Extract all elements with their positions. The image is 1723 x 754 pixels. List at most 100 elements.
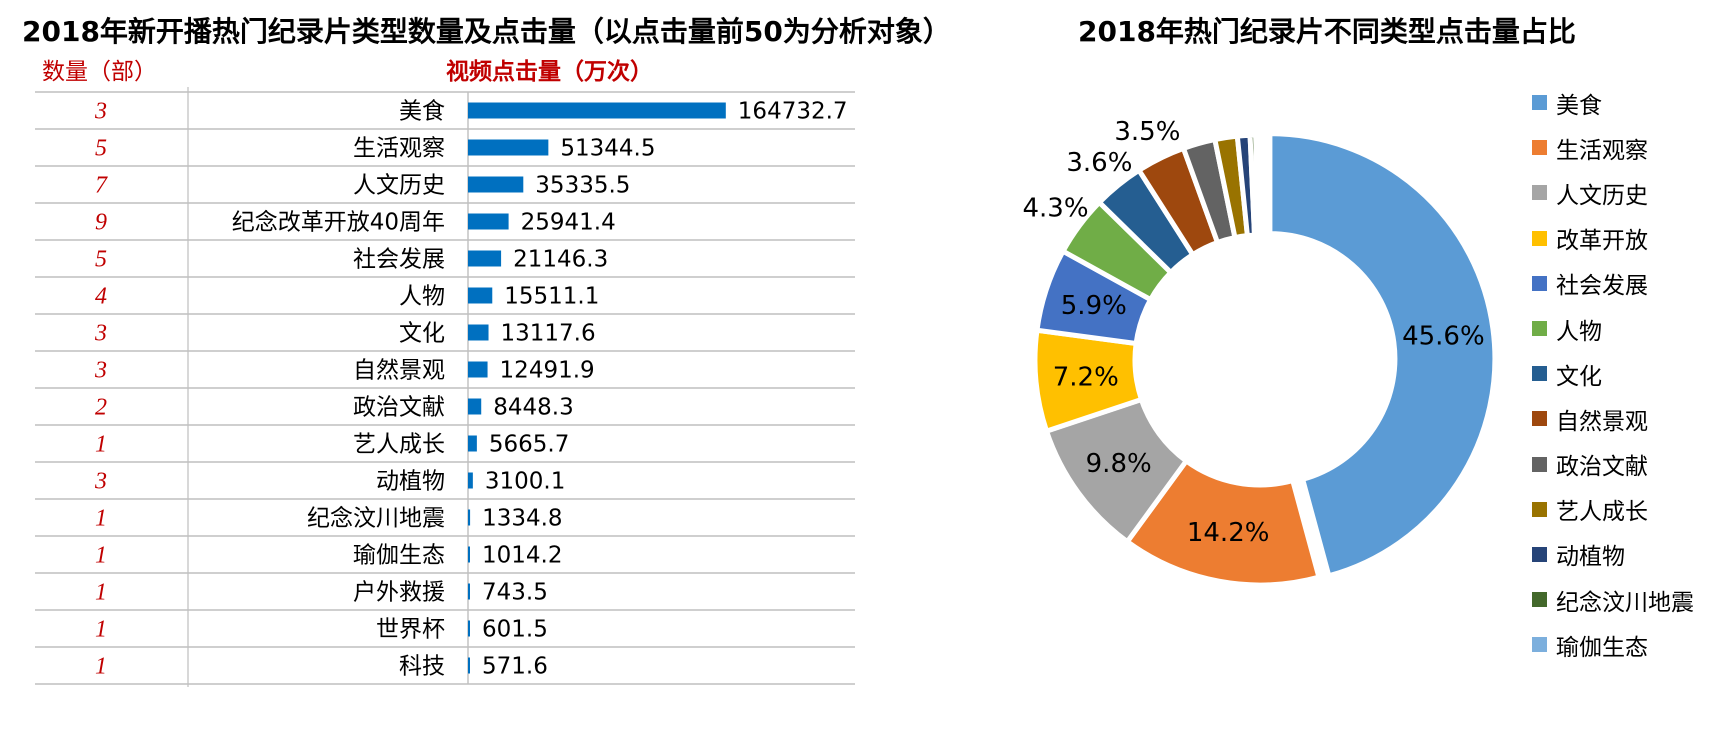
bar (468, 139, 549, 156)
count-cell: 5 (95, 247, 107, 273)
bar (468, 176, 524, 193)
slice-percent-label: 45.6% (1402, 322, 1485, 352)
legend-swatch (1532, 637, 1547, 653)
bar-value-label: 601.5 (482, 617, 548, 643)
bar (468, 361, 488, 378)
legend-label: 政治文献 (1556, 454, 1648, 481)
slice-percent-label: 9.8% (1086, 449, 1152, 479)
legend-item: 动植物 (1532, 532, 1694, 577)
bar (468, 102, 726, 119)
count-cell: 3 (94, 99, 107, 125)
count-cell: 7 (95, 173, 108, 199)
bar (468, 213, 509, 230)
category-label: 纪念改革开放40周年 (232, 210, 445, 236)
category-label: 艺人成长 (353, 432, 445, 458)
bar (468, 509, 471, 526)
count-cell: 9 (95, 210, 107, 236)
count-cell: 1 (95, 506, 107, 532)
count-column-header: 数量（部） (42, 59, 157, 85)
legend-swatch (1532, 501, 1547, 517)
bar-value-label: 13117.6 (501, 321, 596, 347)
count-cell: 1 (95, 654, 107, 680)
legend-item: 人文历史 (1532, 170, 1694, 215)
count-cell: 4 (95, 284, 107, 310)
bar-value-label: 15511.1 (504, 284, 599, 310)
donut-slice (1267, 131, 1498, 579)
legend-swatch (1532, 546, 1547, 562)
legend-item: 纪念汶川地震 (1532, 577, 1694, 622)
bar-value-label: 164732.7 (738, 99, 848, 125)
bar (468, 620, 470, 637)
bar-value-label: 571.6 (482, 654, 548, 680)
count-cell: 1 (95, 617, 107, 643)
bar (468, 657, 470, 674)
legend-swatch (1532, 592, 1547, 608)
legend-label: 艺人成长 (1556, 499, 1648, 526)
category-label: 户外救援 (353, 580, 445, 606)
bar (468, 583, 470, 600)
category-label: 纪念汶川地震 (307, 506, 445, 532)
left-chart-title: 2018年新开播热门纪录片类型数量及点击量（以点击量前50为分析对象） (22, 15, 951, 48)
legend-label: 纪念汶川地震 (1556, 589, 1694, 616)
category-label: 政治文献 (353, 395, 445, 421)
category-label: 自然景观 (353, 358, 445, 384)
category-label: 人物 (399, 284, 445, 310)
bar (468, 546, 470, 563)
right-chart-title: 2018年热门纪录片不同类型点击量占比 (1078, 15, 1576, 48)
count-cell: 3 (94, 358, 107, 384)
bar-chart: 3 美食 164732.7 5 生活观察 51344.5 7 人文历史 35335.5 9 纪念改革… (35, 87, 855, 687)
legend-label: 瑜伽生态 (1556, 634, 1648, 661)
bar (468, 287, 493, 304)
legend-item: 美食 (1532, 80, 1694, 125)
legend-swatch (1532, 366, 1547, 382)
legend-label: 人物 (1556, 318, 1602, 345)
legend-label: 文化 (1556, 363, 1602, 390)
donut-chart: 45.6% 14.2% 9.8% 7.2% 5.9% 4.3% 3.6%3.5% (1022, 117, 1498, 588)
count-cell: 1 (95, 432, 107, 458)
slice-percent-label: 4.3% (1022, 194, 1088, 224)
category-label: 文化 (399, 321, 445, 347)
legend-label: 美食 (1556, 92, 1602, 119)
bar-value-label: 25941.4 (521, 210, 616, 236)
legend-item: 自然景观 (1532, 396, 1694, 441)
count-cell: 1 (95, 580, 107, 606)
category-label: 瑜伽生态 (353, 543, 445, 569)
bar-value-label: 1334.8 (482, 506, 562, 532)
legend-item: 改革开放 (1532, 216, 1694, 261)
legend-swatch (1532, 456, 1547, 472)
category-label: 人文历史 (353, 173, 445, 199)
legend-item: 社会发展 (1532, 261, 1694, 306)
category-label: 社会发展 (353, 247, 445, 273)
bar-value-label: 35335.5 (535, 173, 630, 199)
bar-value-label: 743.5 (482, 580, 548, 606)
slice-percent-label: 5.9% (1061, 291, 1127, 321)
bar (468, 398, 482, 415)
bar-value-label: 1014.2 (482, 543, 562, 569)
legend-label: 社会发展 (1556, 273, 1648, 300)
category-label: 世界杯 (376, 617, 445, 643)
clicks-column-header: 视频点击量（万次） (446, 59, 653, 85)
legend-item: 文化 (1532, 351, 1694, 396)
count-cell: 1 (95, 543, 107, 569)
donut-slice (1253, 132, 1263, 238)
count-cell: 3 (94, 469, 107, 495)
bar-value-label: 51344.5 (560, 136, 655, 162)
legend-label: 动植物 (1556, 544, 1625, 571)
bar-value-label: 8448.3 (493, 395, 573, 421)
legend-swatch (1532, 411, 1547, 427)
legend-swatch (1532, 230, 1547, 246)
bar-value-label: 5665.7 (489, 432, 569, 458)
bar-value-label: 12491.9 (500, 358, 595, 384)
bar (468, 472, 473, 489)
slice-percent-label: 7.2% (1053, 363, 1119, 393)
bar (468, 435, 477, 452)
legend-swatch (1532, 275, 1547, 291)
legend-swatch (1532, 185, 1547, 201)
count-cell: 2 (95, 395, 107, 421)
legend-label: 人文历史 (1556, 182, 1648, 209)
category-label: 美食 (399, 99, 445, 125)
legend-item: 政治文献 (1532, 442, 1694, 487)
slice-percent-label: 14.2% (1187, 518, 1270, 548)
legend-label: 生活观察 (1556, 137, 1648, 164)
legend-swatch (1532, 321, 1547, 337)
